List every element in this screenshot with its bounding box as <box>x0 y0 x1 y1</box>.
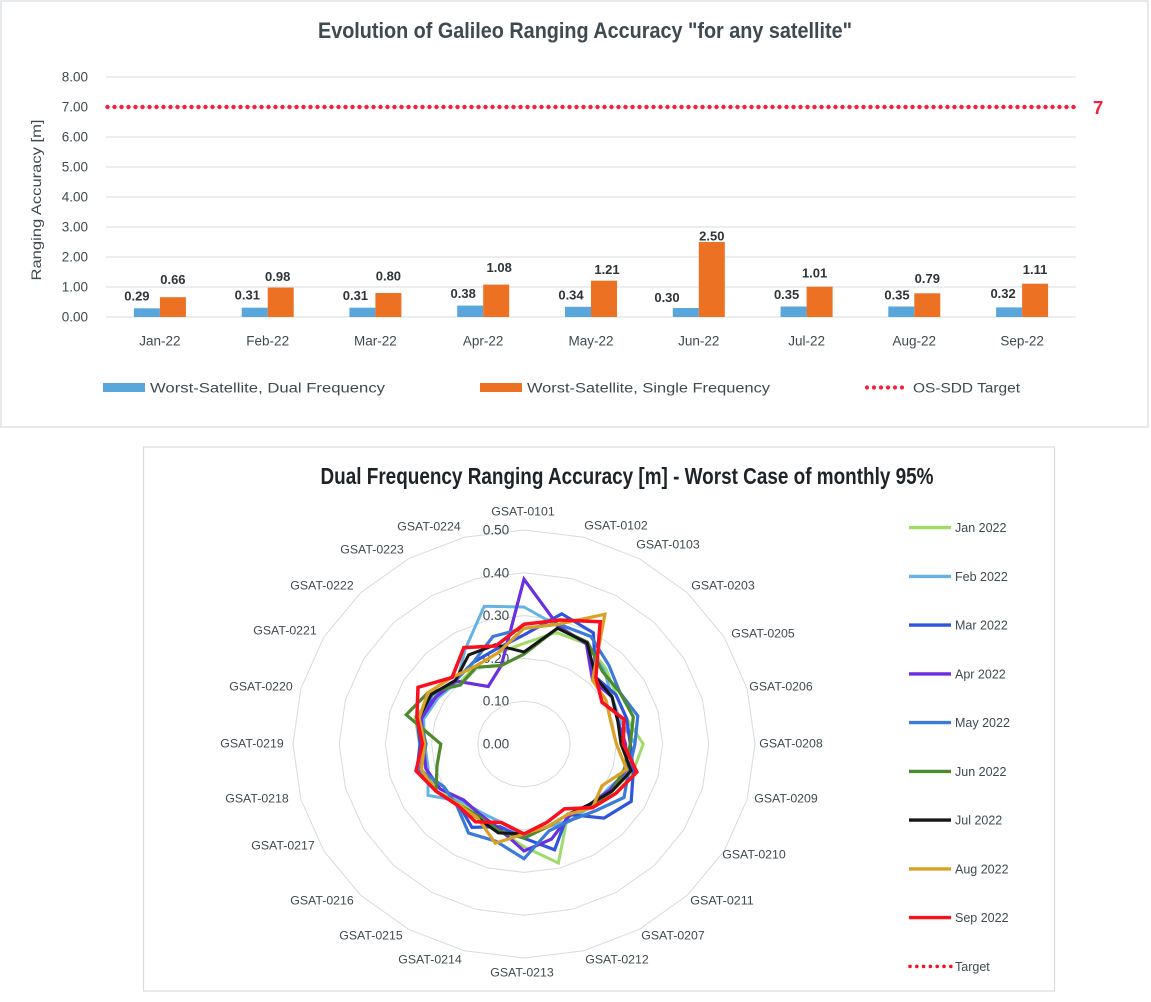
svg-text:Sep 2022: Sep 2022 <box>955 911 1009 925</box>
svg-text:GSAT-0209: GSAT-0209 <box>754 792 818 806</box>
svg-text:7.00: 7.00 <box>62 100 88 115</box>
svg-text:Feb-22: Feb-22 <box>246 334 289 349</box>
svg-text:Ranging Accuracy [m]: Ranging Accuracy [m] <box>28 120 44 281</box>
svg-text:1.11: 1.11 <box>1023 262 1048 277</box>
svg-text:0.35: 0.35 <box>884 288 909 303</box>
svg-text:0.66: 0.66 <box>160 272 185 287</box>
svg-text:OS-SDD Target: OS-SDD Target <box>913 381 1020 396</box>
svg-text:GSAT-0223: GSAT-0223 <box>340 543 404 557</box>
svg-text:Aug 2022: Aug 2022 <box>955 862 1009 876</box>
svg-text:GSAT-0222: GSAT-0222 <box>290 579 354 593</box>
svg-text:GSAT-0221: GSAT-0221 <box>253 624 317 638</box>
svg-text:0.79: 0.79 <box>915 271 940 286</box>
svg-text:0.31: 0.31 <box>343 288 368 303</box>
svg-text:Jan-22: Jan-22 <box>139 334 180 349</box>
svg-text:GSAT-0214: GSAT-0214 <box>398 953 462 967</box>
svg-text:GSAT-0212: GSAT-0212 <box>585 953 649 967</box>
svg-text:1.01: 1.01 <box>802 266 827 281</box>
svg-text:0.98: 0.98 <box>265 269 290 284</box>
svg-text:1.00: 1.00 <box>62 280 88 295</box>
svg-text:GSAT-0205: GSAT-0205 <box>731 627 795 641</box>
svg-text:GSAT-0210: GSAT-0210 <box>722 848 786 862</box>
svg-text:6.00: 6.00 <box>62 130 88 145</box>
svg-text:GSAT-0218: GSAT-0218 <box>225 792 289 806</box>
svg-text:0.40: 0.40 <box>483 565 510 580</box>
svg-text:3.00: 3.00 <box>62 220 88 235</box>
svg-text:Evolution of Galileo Ranging A: Evolution of Galileo Ranging Accuracy "f… <box>318 18 852 43</box>
svg-text:Worst-Satellite, Single Freque: Worst-Satellite, Single Frequency <box>527 381 770 396</box>
svg-text:May-22: May-22 <box>568 334 613 349</box>
svg-text:Aug-22: Aug-22 <box>893 334 937 349</box>
svg-text:5.00: 5.00 <box>62 160 88 175</box>
svg-text:Apr 2022: Apr 2022 <box>955 667 1006 681</box>
svg-text:Jun-22: Jun-22 <box>678 334 719 349</box>
svg-text:GSAT-0219: GSAT-0219 <box>220 737 284 751</box>
svg-text:8.00: 8.00 <box>62 70 88 85</box>
svg-text:Jun 2022: Jun 2022 <box>955 765 1006 779</box>
svg-text:1.08: 1.08 <box>487 260 512 275</box>
svg-text:1.21: 1.21 <box>594 262 619 277</box>
svg-text:GSAT-0211: GSAT-0211 <box>690 894 754 908</box>
svg-text:0.38: 0.38 <box>451 286 476 301</box>
svg-text:Target: Target <box>955 960 990 974</box>
svg-text:GSAT-0206: GSAT-0206 <box>749 680 813 694</box>
svg-text:Mar-22: Mar-22 <box>354 334 397 349</box>
svg-text:Jul 2022: Jul 2022 <box>955 814 1002 828</box>
svg-text:Jan 2022: Jan 2022 <box>955 521 1006 535</box>
svg-text:GSAT-0203: GSAT-0203 <box>691 579 755 593</box>
svg-text:GSAT-0224: GSAT-0224 <box>397 520 461 534</box>
svg-text:GSAT-0213: GSAT-0213 <box>490 966 554 980</box>
svg-text:GSAT-0216: GSAT-0216 <box>290 894 354 908</box>
svg-text:Apr-22: Apr-22 <box>463 334 504 349</box>
svg-text:0.10: 0.10 <box>483 694 510 709</box>
svg-text:GSAT-0103: GSAT-0103 <box>636 538 700 552</box>
svg-text:0.00: 0.00 <box>483 737 510 752</box>
svg-text:Mar 2022: Mar 2022 <box>955 619 1008 633</box>
svg-text:2.00: 2.00 <box>62 250 88 265</box>
svg-text:0.00: 0.00 <box>62 310 88 325</box>
svg-text:2.50: 2.50 <box>699 229 724 244</box>
svg-text:0.50: 0.50 <box>483 523 510 538</box>
svg-text:GSAT-0102: GSAT-0102 <box>584 519 648 533</box>
svg-text:GSAT-0220: GSAT-0220 <box>229 680 293 694</box>
svg-text:Worst-Satellite, Dual Frequenc: Worst-Satellite, Dual Frequency <box>150 381 385 396</box>
svg-text:0.30: 0.30 <box>483 608 510 623</box>
svg-text:7: 7 <box>1093 97 1103 118</box>
svg-text:GSAT-0217: GSAT-0217 <box>251 839 315 853</box>
svg-text:GSAT-0208: GSAT-0208 <box>759 737 823 751</box>
svg-text:GSAT-0207: GSAT-0207 <box>641 929 705 943</box>
svg-text:0.29: 0.29 <box>124 288 149 303</box>
svg-text:0.34: 0.34 <box>558 287 584 302</box>
svg-text:Feb 2022: Feb 2022 <box>955 570 1008 584</box>
svg-text:0.80: 0.80 <box>376 268 401 283</box>
svg-text:Jul-22: Jul-22 <box>788 334 825 349</box>
svg-text:May 2022: May 2022 <box>955 716 1010 730</box>
svg-text:Sep-22: Sep-22 <box>1000 334 1044 349</box>
svg-text:0.31: 0.31 <box>235 287 260 302</box>
svg-text:0.32: 0.32 <box>990 286 1015 301</box>
svg-text:0.30: 0.30 <box>654 290 679 305</box>
svg-text:4.00: 4.00 <box>62 190 88 205</box>
svg-text:GSAT-0101: GSAT-0101 <box>491 505 555 519</box>
svg-text:GSAT-0215: GSAT-0215 <box>339 929 403 943</box>
svg-text:Dual Frequency Ranging Accurac: Dual Frequency Ranging Accuracy [m] - Wo… <box>321 463 934 489</box>
svg-text:0.35: 0.35 <box>774 287 799 302</box>
